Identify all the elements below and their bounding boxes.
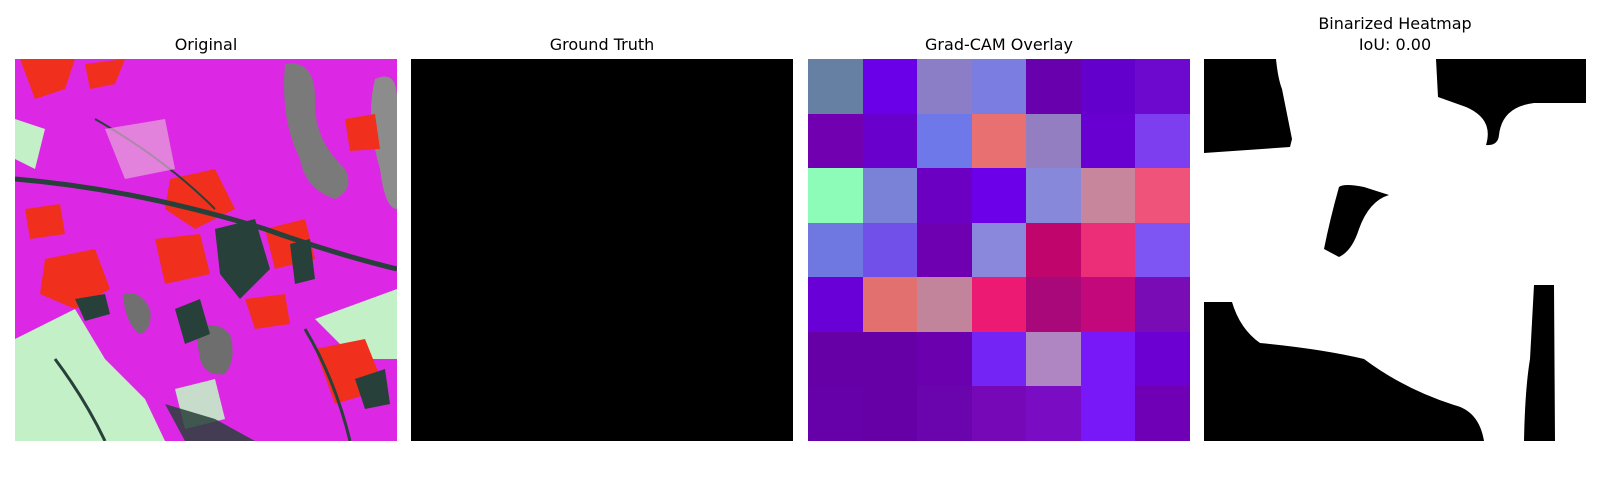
gradcam-cell-r3-c1 <box>862 222 918 278</box>
gradcam-cell-r5-c1 <box>862 331 918 387</box>
gradcam-cell-r2-c5 <box>1080 168 1136 223</box>
gradcam-cell-r5-c3 <box>971 331 1027 387</box>
gradcam-cell-r4-c1 <box>862 277 918 332</box>
iou-label: IoU: 0.00 <box>1358 35 1432 54</box>
gradcam-cell-r2-c3 <box>971 168 1027 223</box>
original-title: Original <box>174 35 238 54</box>
gradcam-cell-r3-c0 <box>808 222 863 278</box>
binarized-panel: Binarized Heatmap IoU: 0.00 <box>1204 0 1586 500</box>
gradcam-cell-r1-c4 <box>1026 113 1081 169</box>
gradcam-grid <box>808 59 1190 441</box>
gradcam-cell-r6-c4 <box>1026 386 1081 441</box>
gradcam-cell-r3-c3 <box>971 222 1027 278</box>
gradcam-cell-r0-c6 <box>1135 59 1190 114</box>
gradcam-cell-r1-c0 <box>808 113 863 169</box>
gradcam-cell-r0-c0 <box>808 59 863 114</box>
gradcam-cell-r2-c6 <box>1135 168 1190 223</box>
ground-truth-fill <box>411 59 793 441</box>
gradcam-cell-r2-c4 <box>1026 168 1081 223</box>
gradcam-cell-r6-c3 <box>971 386 1027 441</box>
gradcam-cell-r4-c6 <box>1135 277 1190 332</box>
gradcam-cell-r2-c1 <box>862 168 918 223</box>
gradcam-cell-r0-c5 <box>1080 59 1136 114</box>
gradcam-cell-r5-c5 <box>1080 331 1136 387</box>
gradcam-cell-r2-c0 <box>808 168 863 223</box>
gradcam-title: Grad-CAM Overlay <box>925 35 1073 54</box>
gradcam-cell-r1-c3 <box>971 113 1027 169</box>
gradcam-cell-r6-c5 <box>1080 386 1136 441</box>
gradcam-cell-r0-c2 <box>917 59 972 114</box>
binarized-heatmap <box>1204 59 1586 441</box>
gradcam-cell-r0-c1 <box>862 59 918 114</box>
gradcam-cell-r3-c2 <box>917 222 972 278</box>
gradcam-cell-r5-c0 <box>808 331 863 387</box>
gradcam-cell-r5-c4 <box>1026 331 1081 387</box>
gradcam-cell-r6-c6 <box>1135 386 1190 441</box>
gradcam-cell-r3-c6 <box>1135 222 1190 278</box>
gradcam-cell-r6-c0 <box>808 386 863 441</box>
gradcam-overlay <box>808 59 1190 441</box>
gradcam-cell-r5-c6 <box>1135 331 1190 387</box>
gradcam-cell-r0-c4 <box>1026 59 1081 114</box>
gradcam-panel: Grad-CAM Overlay <box>808 0 1190 500</box>
gradcam-cell-r5-c2 <box>917 331 972 387</box>
ground-truth-title: Ground Truth <box>549 35 655 54</box>
gradcam-cell-r3-c4 <box>1026 222 1081 278</box>
gradcam-cell-r4-c4 <box>1026 277 1081 332</box>
gradcam-cell-r4-c5 <box>1080 277 1136 332</box>
binarized-title: Binarized Heatmap <box>1318 14 1472 33</box>
gradcam-cell-r0-c3 <box>971 59 1027 114</box>
gradcam-cell-r2-c2 <box>917 168 972 223</box>
original-image <box>15 59 397 441</box>
gradcam-cell-r6-c2 <box>917 386 972 441</box>
gradcam-cell-r1-c2 <box>917 113 972 169</box>
gradcam-cell-r1-c5 <box>1080 113 1136 169</box>
gradcam-cell-r3-c5 <box>1080 222 1136 278</box>
gradcam-cell-r4-c3 <box>971 277 1027 332</box>
gradcam-cell-r6-c1 <box>862 386 918 441</box>
ground-truth-panel: Ground Truth <box>411 0 793 500</box>
gradcam-cell-r4-c2 <box>917 277 972 332</box>
ground-truth-mask <box>411 59 793 441</box>
gradcam-cell-r1-c6 <box>1135 113 1190 169</box>
gradcam-cell-r4-c0 <box>808 277 863 332</box>
gradcam-cell-r1-c1 <box>862 113 918 169</box>
original-panel: Original <box>15 0 397 500</box>
